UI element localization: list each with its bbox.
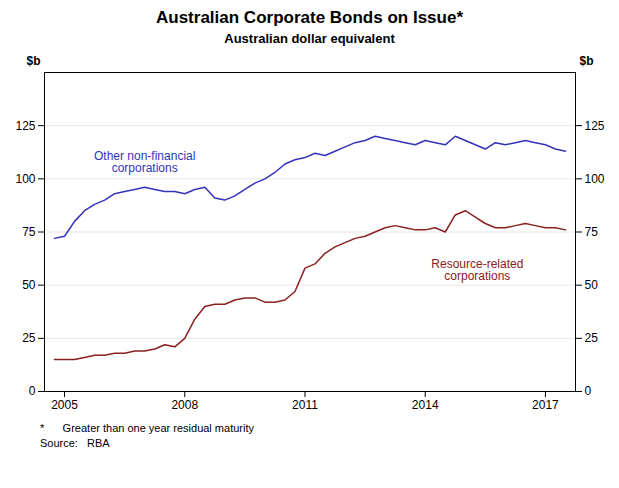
svg-text:2014: 2014 bbox=[412, 398, 439, 412]
svg-text:75: 75 bbox=[22, 225, 36, 239]
svg-text:$b: $b bbox=[580, 54, 594, 68]
svg-text:125: 125 bbox=[585, 119, 605, 133]
svg-text:2017: 2017 bbox=[532, 398, 559, 412]
svg-text:50: 50 bbox=[585, 278, 599, 292]
svg-text:50: 50 bbox=[22, 278, 36, 292]
html-text:* Greater than one year residu: * Greater than one year residual maturit… bbox=[40, 422, 254, 434]
svg-text:100: 100 bbox=[15, 172, 35, 186]
svg-text:2005: 2005 bbox=[51, 398, 78, 412]
svg-text:Resource-relatedcorporations: Resource-relatedcorporations bbox=[431, 257, 523, 283]
svg-text:0: 0 bbox=[585, 384, 592, 398]
html-text:Source: RBA: Source: RBA bbox=[40, 437, 110, 449]
svg-text:2011: 2011 bbox=[292, 398, 318, 412]
svg-text:75: 75 bbox=[585, 225, 599, 239]
svg-text:0: 0 bbox=[29, 384, 36, 398]
svg-text:2008: 2008 bbox=[171, 398, 198, 412]
svg-text:25: 25 bbox=[585, 331, 599, 345]
html-text:Australian Corporate Bonds on: Australian Corporate Bonds on Issue* bbox=[156, 8, 463, 27]
svg-text:Other non-financialcorporation: Other non-financialcorporations bbox=[94, 149, 195, 175]
svg-text:125: 125 bbox=[15, 119, 35, 133]
html-text:Australian dollar equivalent: Australian dollar equivalent bbox=[224, 31, 395, 46]
svg-text:$b: $b bbox=[26, 54, 40, 68]
svg-text:25: 25 bbox=[22, 331, 36, 345]
svg-text:100: 100 bbox=[585, 172, 605, 186]
